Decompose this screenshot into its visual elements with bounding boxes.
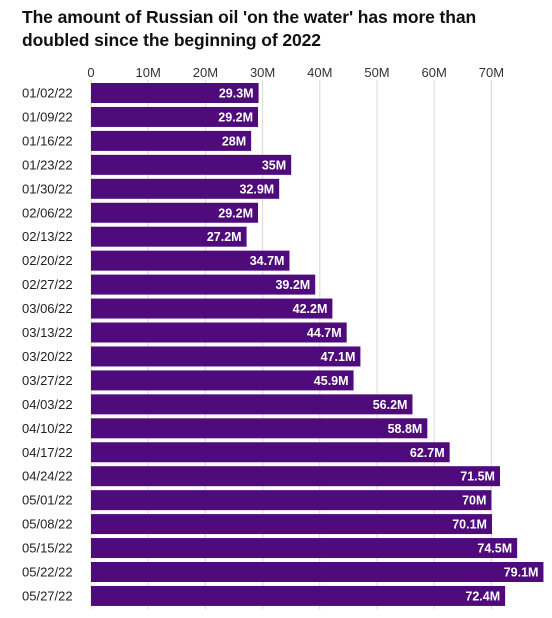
bars	[91, 83, 544, 606]
bar	[91, 394, 413, 415]
y-tick-label: 04/17/22	[22, 445, 73, 460]
data-label: 35M	[262, 158, 286, 172]
x-tick-label: 40M	[307, 65, 332, 80]
y-tick-label: 01/30/22	[22, 181, 73, 196]
x-tick-label: 60M	[422, 65, 447, 80]
data-label: 70.1M	[452, 518, 487, 532]
y-tick-label: 03/06/22	[22, 301, 73, 316]
y-tick-label: 02/06/22	[22, 205, 73, 220]
bar	[91, 514, 492, 535]
data-labels: 29.3M 29.2M 28M 35M 32.9M 29.2M 27.2M 34.7M 39.2…	[207, 87, 539, 604]
data-label: 44.7M	[307, 326, 342, 340]
data-label: 27.2M	[207, 230, 242, 244]
data-label: 47.1M	[321, 350, 356, 364]
y-tick-label: 05/22/22	[22, 565, 73, 580]
data-label: 72.4M	[465, 589, 500, 603]
y-tick-label: 03/20/22	[22, 349, 73, 364]
x-tick-label: 30M	[250, 65, 275, 80]
bar	[91, 585, 506, 606]
y-tick-label: 01/09/22	[22, 109, 73, 124]
y-tick-label: 03/27/22	[22, 373, 73, 388]
data-label: 34.7M	[250, 254, 285, 268]
y-tick-label: 02/27/22	[22, 277, 73, 292]
y-tick-label: 04/10/22	[22, 421, 73, 436]
bar	[91, 202, 259, 223]
data-label: 29.3M	[219, 87, 254, 101]
y-tick-label: 05/15/22	[22, 541, 73, 556]
x-tick-label: 20M	[193, 65, 218, 80]
bar	[91, 562, 544, 582]
bar	[91, 538, 518, 559]
y-tick-label: 01/16/22	[22, 133, 73, 148]
y-tick-label: 05/01/22	[22, 493, 73, 508]
data-label: 39.2M	[275, 278, 310, 292]
bar	[91, 250, 290, 271]
bar	[91, 274, 316, 295]
bar	[91, 466, 500, 487]
x-tick-label: 50M	[364, 65, 389, 80]
bar	[91, 418, 428, 439]
bar	[91, 83, 259, 103]
y-tick-label: 05/27/22	[22, 588, 73, 603]
y-axis-ticks: 01/02/22 01/09/22 01/16/22 01/23/22 01/30/22…	[22, 86, 73, 604]
data-label: 58.8M	[388, 422, 423, 436]
y-tick-label: 05/08/22	[22, 517, 73, 532]
data-label: 29.2M	[218, 110, 253, 124]
bar	[91, 226, 247, 247]
bar	[91, 178, 280, 199]
bar	[91, 154, 292, 175]
data-label: 56.2M	[373, 398, 408, 412]
x-tick-label: 0	[87, 65, 94, 80]
data-label: 74.5M	[477, 542, 512, 556]
y-tick-label: 02/13/22	[22, 229, 73, 244]
y-tick-label: 01/02/22	[22, 86, 73, 101]
bar	[91, 490, 492, 511]
x-tick-label: 70M	[479, 65, 504, 80]
data-label: 79.1M	[504, 566, 539, 580]
data-label: 29.2M	[218, 206, 253, 220]
bar	[91, 106, 259, 127]
bar	[91, 370, 354, 391]
chart-title: The amount of Russian oil 'on the water'…	[22, 7, 477, 50]
data-label: 28M	[222, 134, 246, 148]
bar	[91, 322, 347, 343]
data-label: 62.7M	[410, 446, 445, 460]
y-tick-label: 01/23/22	[22, 157, 73, 172]
data-label: 45.9M	[314, 374, 349, 388]
y-tick-label: 04/03/22	[22, 397, 73, 412]
data-label: 71.5M	[460, 470, 495, 484]
data-label: 42.2M	[293, 302, 328, 316]
data-label: 32.9M	[239, 182, 274, 196]
x-axis-ticks: 0 10M 20M 30M 40M 50M 60M 70M	[87, 65, 504, 80]
data-label: 70M	[462, 494, 486, 508]
bar	[91, 298, 333, 319]
y-tick-label: 02/20/22	[22, 253, 73, 268]
bar	[91, 346, 361, 367]
y-tick-label: 04/24/22	[22, 469, 73, 484]
bar	[91, 130, 252, 151]
x-tick-label: 10M	[136, 65, 161, 80]
bar	[91, 442, 450, 463]
y-tick-label: 03/13/22	[22, 325, 73, 340]
